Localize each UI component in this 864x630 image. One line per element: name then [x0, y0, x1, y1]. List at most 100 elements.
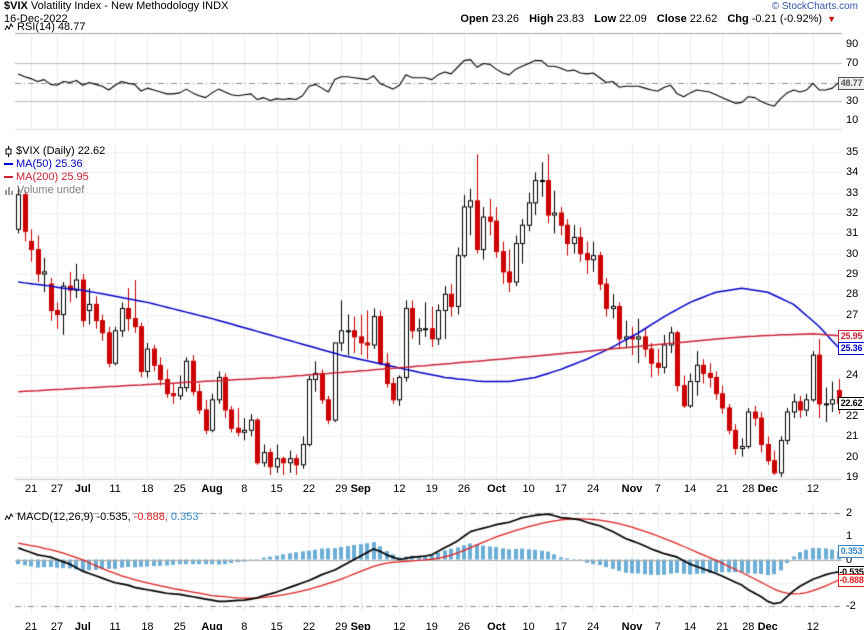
axis-tick-label: 20: [846, 450, 859, 463]
ma50-label: MA(50): [16, 158, 53, 170]
open-label: Open: [460, 13, 489, 25]
axis-tick-label: 30: [846, 247, 859, 260]
axis-tick-label: 2: [846, 506, 853, 519]
x-axis-tick-label: 28: [742, 621, 755, 630]
macd-hist-value: 0.353: [170, 511, 199, 523]
axis-tick-label: 24: [846, 369, 859, 382]
price-marker: 22.62: [838, 397, 864, 411]
x-axis-tick-label: 8: [241, 621, 248, 630]
x-axis-tick-label: 24: [587, 483, 600, 495]
x-axis-tick-label: Nov: [621, 483, 643, 495]
macd-value: -0.535,: [96, 511, 131, 523]
price-marker: 0.353: [838, 545, 864, 559]
axis-tick-label: 30: [846, 94, 859, 107]
symbol: $VIX: [4, 0, 28, 12]
ma50-line-swatch: [4, 163, 13, 165]
axis-tick-label: 10: [846, 113, 859, 126]
x-axis-tick-label: 14: [684, 483, 697, 495]
ma50-legend: MA(50) 25.36: [4, 158, 83, 170]
volume-value: undef: [56, 184, 85, 196]
x-axis-tick-label: 25: [173, 483, 186, 495]
x-axis-tick-label: 12: [806, 483, 820, 495]
open-value: 23.26: [491, 13, 520, 25]
x-axis-tick-label: 26: [457, 621, 471, 630]
x-axis-tick-label: Aug: [201, 483, 223, 495]
axis-tick-label: 70: [846, 56, 859, 69]
x-axis-tick-label: Aug: [201, 621, 223, 630]
x-axis-tick-label: 22: [302, 483, 316, 495]
high-label: High: [529, 13, 554, 25]
x-axis-tick-label: 21: [25, 483, 38, 495]
x-axis-tick-label: 7: [654, 483, 661, 495]
x-axis-tick-label: 17: [554, 621, 568, 630]
high-value: 23.83: [556, 13, 585, 25]
x-axis-tick-label: 21: [716, 621, 729, 630]
x-axis-tick-label: 11: [109, 483, 121, 495]
axis-tick-label: -2: [846, 600, 856, 613]
ma200-value: 25.95: [61, 171, 89, 183]
x-axis-tick-label: 24: [587, 621, 600, 630]
x-axis-tick-label: Dec: [757, 621, 778, 630]
x-axis-tick-label: Sep: [350, 621, 371, 630]
x-axis-tick-label: Sep: [350, 483, 371, 495]
axis-tick-label: 1: [846, 530, 853, 543]
candlestick-icon: [5, 145, 12, 157]
axis-tick-label: 28: [846, 288, 859, 301]
x-axis-tick-label: Oct: [487, 483, 506, 495]
axis-tick-label: 33: [846, 186, 859, 199]
price-legend: $VIX (Daily) 22.62: [4, 145, 105, 157]
axis-tick-label: 31: [846, 227, 859, 240]
close-value: 22.62: [689, 13, 718, 25]
x-axis-tick-label: 26: [457, 483, 471, 495]
close-label: Close: [656, 13, 687, 25]
x-axis-tick-label: 12: [393, 483, 406, 495]
price-marker: 48.77: [838, 76, 864, 90]
price-marker: -0.888: [838, 574, 864, 588]
x-axis-tick-label: 18: [141, 621, 154, 630]
macd-legend: MACD(12,26,9) -0.535, -0.888, 0.353: [4, 511, 198, 523]
page-title: Volatility Index - New Methodology INDX: [30, 0, 229, 12]
ma50-value: 25.36: [55, 158, 83, 170]
x-axis-tick-label: 11: [109, 621, 121, 630]
x-axis-tick-label: 17: [554, 483, 568, 495]
volume-bars-icon: [5, 186, 13, 195]
x-axis-tick-label: 18: [141, 483, 154, 495]
x-axis-tick-label: Dec: [757, 483, 778, 495]
macd-label: MACD(12,26,9): [17, 511, 94, 523]
low-value: 22.09: [619, 13, 647, 25]
axis-tick-label: 90: [846, 37, 859, 50]
axis-tick-label: 0: [846, 553, 853, 566]
macd-signal-value: -0.888,: [133, 511, 168, 523]
axis-tick-label: 21: [846, 430, 859, 443]
x-axis-tick-label: Oct: [487, 621, 506, 630]
chg-down-arrow-icon: ▼: [827, 14, 836, 24]
x-axis-tick-label: 21: [716, 483, 729, 495]
volume-legend: Volume undef: [4, 184, 84, 196]
price-symbol-label: $VIX (Daily): [16, 145, 75, 157]
x-axis-tick-label: Nov: [621, 621, 643, 630]
x-axis-tick-label: 12: [806, 621, 820, 630]
axis-tick-label: 22: [846, 410, 859, 423]
x-axis-tick-label: 27: [50, 621, 64, 630]
axis-tick-label: 27: [846, 308, 859, 321]
x-axis-tick-label: 21: [25, 621, 38, 630]
copyright: © StockCharts.com: [771, 1, 858, 12]
x-axis-tick-label: 15: [270, 621, 283, 630]
x-axis-tick-label: 22: [302, 621, 316, 630]
rsi-label: RSI(14): [17, 21, 55, 33]
x-axis-tick-label: 19: [425, 483, 438, 495]
chart-date: 16-Dec-2022: [4, 13, 68, 25]
low-label: Low: [594, 13, 617, 25]
indicator-line-icon: [4, 512, 14, 521]
x-axis-tick-label: 29: [335, 483, 348, 495]
volume-label: Volume: [17, 184, 54, 196]
indicator-line-icon: [4, 22, 14, 31]
x-axis-tick-label: 19: [425, 621, 438, 630]
x-axis-tick-label: Jul: [74, 621, 91, 630]
x-axis-tick-label: 28: [742, 483, 755, 495]
x-axis-tick-label: 27: [50, 483, 64, 495]
chart-header-title: $VIX Volatility Index - New Methodology …: [4, 0, 228, 13]
x-axis-tick-label: 15: [270, 483, 283, 495]
